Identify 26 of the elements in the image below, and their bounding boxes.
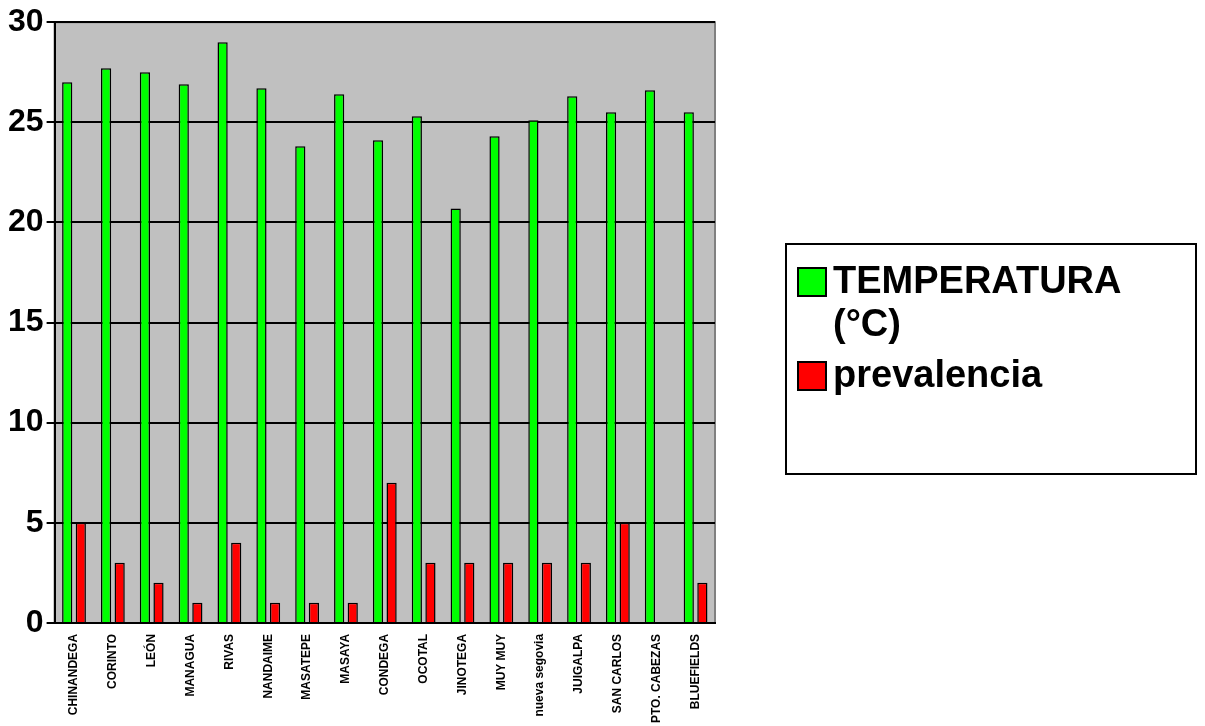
y-tick-label: 20 <box>8 202 44 239</box>
x-tick-label: JINOTEGA <box>454 633 469 696</box>
y-tick-label: 25 <box>8 102 44 139</box>
x-tick-label: MASAYA <box>338 633 353 684</box>
x-tick-label: CONDEGA <box>377 633 392 696</box>
x-tick-label: JUIGALPA <box>571 633 586 694</box>
x-tick-label: CORINTO <box>105 633 120 689</box>
x-tick-label: PTO. CABEZAS <box>649 633 664 723</box>
y-tick-label: 5 <box>25 502 44 539</box>
x-tick-label: CHINANDEGA <box>66 633 81 716</box>
y-tick-label: 0 <box>25 602 44 639</box>
y-tick-label: 15 <box>8 302 44 339</box>
x-tick-label: nueva segovia <box>532 633 547 717</box>
y-tick-label: 10 <box>8 402 44 439</box>
y-tick-label: 30 <box>8 2 44 39</box>
x-tick-label: LEÓN <box>143 633 159 668</box>
x-tick-label: BLUEFIELDS <box>687 633 702 710</box>
legend-label: prevalencia <box>833 353 1043 396</box>
x-tick-label: MUY MUY <box>493 633 508 691</box>
x-tick-label: SAN CARLOS <box>610 633 625 714</box>
x-tick-label: NANDAIME <box>260 633 275 699</box>
x-tick-label: MASATEPE <box>299 633 314 700</box>
x-tick-label: OCOTAL <box>415 633 430 684</box>
legend-label: TEMPERATURA (°C) <box>833 259 1122 345</box>
x-tick-label: MANAGUA <box>182 633 197 697</box>
x-tick-label: RIVAS <box>221 633 236 670</box>
